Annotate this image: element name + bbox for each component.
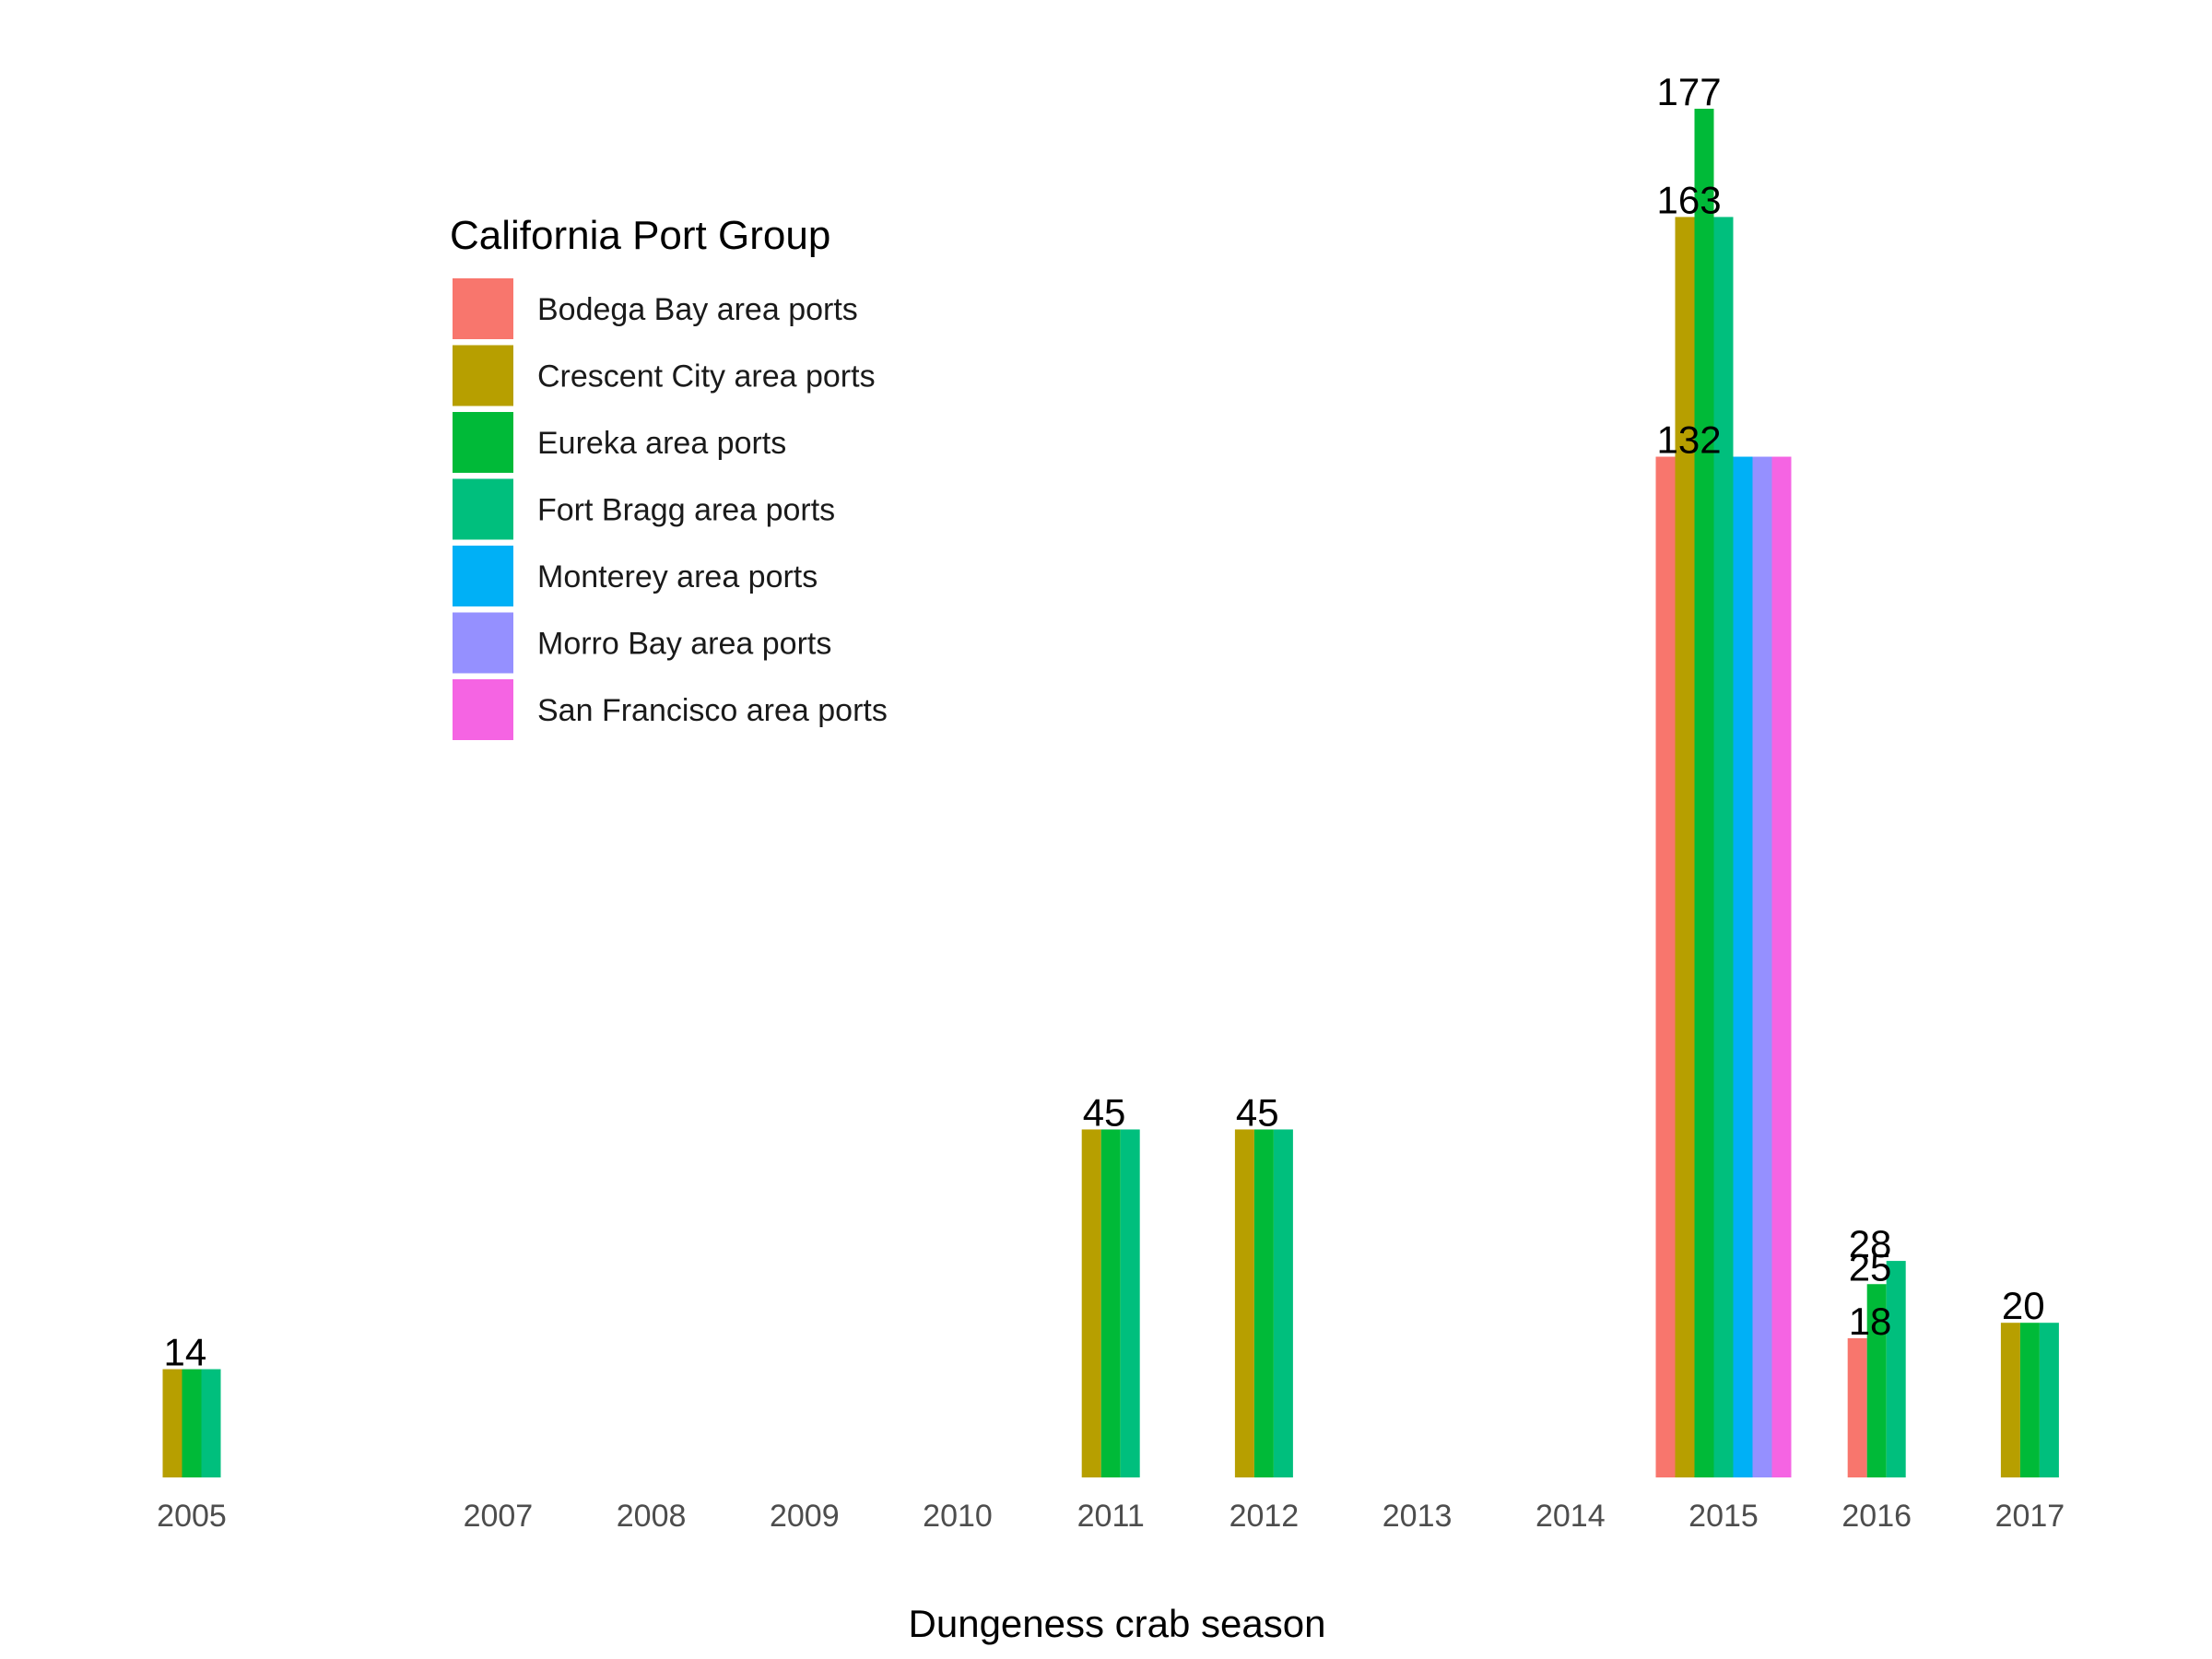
data-label-2005-14: 14 bbox=[164, 1331, 207, 1374]
legend-label-fort-bragg-area-ports: Fort Bragg area ports bbox=[537, 493, 835, 528]
bar-monterey-area-ports-2015 bbox=[1733, 456, 1753, 1477]
bars-layer bbox=[162, 108, 2059, 1478]
x-tick-label-2009: 2009 bbox=[770, 1499, 840, 1534]
bar-eureka-area-ports-2015 bbox=[1694, 108, 1714, 1478]
legend-label-san-francisco-area-ports: San Francisco area ports bbox=[537, 693, 888, 728]
data-label-2015-163: 163 bbox=[1657, 178, 1722, 221]
data-label-2017-20: 20 bbox=[2002, 1284, 2045, 1327]
legend-label-morro-bay-area-ports: Morro Bay area ports bbox=[537, 627, 831, 662]
legend-key-eureka-area-ports bbox=[453, 412, 513, 473]
x-tick-label-2015: 2015 bbox=[1688, 1499, 1759, 1534]
legend-label-eureka-area-ports: Eureka area ports bbox=[537, 426, 786, 461]
data-label-2012-45: 45 bbox=[1236, 1091, 1279, 1135]
legend-label-crescent-city-area-ports: Crescent City area ports bbox=[537, 359, 876, 394]
bar-eureka-area-ports-2012 bbox=[1253, 1129, 1274, 1477]
bar-eureka-area-ports-2017 bbox=[2019, 1323, 2040, 1477]
bar-crescent-city-area-ports-2017 bbox=[2000, 1323, 2020, 1477]
data-label-2016-25: 25 bbox=[1849, 1245, 1892, 1288]
data-label-2016-18: 18 bbox=[1849, 1300, 1892, 1343]
bar-morro-bay-area-ports-2015 bbox=[1752, 456, 1772, 1477]
bar-fort-bragg-area-ports-2017 bbox=[2039, 1323, 2059, 1477]
legend-key-fort-bragg-area-ports bbox=[453, 478, 513, 540]
bar-fort-bragg-area-ports-2015 bbox=[1713, 217, 1734, 1478]
x-axis-title: Dungeness crab season bbox=[909, 1602, 1326, 1645]
x-tick-label-2016: 2016 bbox=[1841, 1499, 1912, 1534]
legend-key-crescent-city-area-ports bbox=[453, 345, 513, 406]
bar-crescent-city-area-ports-2015 bbox=[1675, 217, 1695, 1478]
x-tick-label-2012: 2012 bbox=[1230, 1499, 1300, 1534]
bar-crescent-city-area-ports-2011 bbox=[1081, 1129, 1101, 1477]
legend: California Port Group Bodega Bay area po… bbox=[450, 213, 888, 740]
legend-key-morro-bay-area-ports bbox=[453, 612, 513, 674]
bar-fort-bragg-area-ports-2012 bbox=[1273, 1129, 1293, 1477]
bar-eureka-area-ports-2016 bbox=[1866, 1284, 1887, 1477]
bar-fort-bragg-area-ports-2011 bbox=[1120, 1129, 1140, 1477]
legend-items: Bodega Bay area ports Crescent City area … bbox=[453, 278, 888, 740]
bar-bodega-bay-area-ports-2015 bbox=[1655, 456, 1676, 1477]
x-axis-ticks: 2005 2007 2008 2009 2010 2011 2012 2013 2014 2015… bbox=[157, 1499, 2065, 1534]
bar-fort-bragg-area-ports-2016 bbox=[1886, 1261, 1906, 1477]
bar-bodega-bay-area-ports-2016 bbox=[1847, 1337, 1867, 1477]
x-tick-label-2017: 2017 bbox=[1995, 1499, 2065, 1534]
legend-label-monterey-area-ports: Monterey area ports bbox=[537, 559, 818, 594]
x-tick-label-2005: 2005 bbox=[157, 1499, 227, 1534]
bar-eureka-area-ports-2005 bbox=[182, 1369, 202, 1477]
data-label-2011-45: 45 bbox=[1083, 1091, 1126, 1135]
legend-key-monterey-area-ports bbox=[453, 546, 513, 606]
data-label-2016-28: 28 bbox=[1849, 1222, 1892, 1265]
bar-san-francisco-area-ports-2015 bbox=[1771, 456, 1792, 1477]
bar-eureka-area-ports-2011 bbox=[1100, 1129, 1121, 1477]
data-label-2015-177: 177 bbox=[1657, 70, 1722, 113]
x-tick-label-2014: 2014 bbox=[1535, 1499, 1606, 1534]
bar-fort-bragg-area-ports-2005 bbox=[201, 1369, 221, 1477]
x-tick-label-2013: 2013 bbox=[1382, 1499, 1453, 1534]
x-tick-label-2011: 2011 bbox=[1077, 1499, 1145, 1534]
bar-crescent-city-area-ports-2012 bbox=[1234, 1129, 1254, 1477]
x-tick-label-2010: 2010 bbox=[923, 1499, 993, 1534]
legend-title: California Port Group bbox=[450, 213, 830, 258]
x-tick-label-2007: 2007 bbox=[464, 1499, 534, 1534]
legend-key-bodega-bay-area-ports bbox=[453, 278, 513, 339]
data-label-2015-132: 132 bbox=[1657, 418, 1722, 462]
legend-label-bodega-bay-area-ports: Bodega Bay area ports bbox=[537, 292, 858, 327]
bar-crescent-city-area-ports-2005 bbox=[162, 1369, 182, 1477]
legend-key-san-francisco-area-ports bbox=[453, 679, 513, 740]
x-tick-label-2008: 2008 bbox=[617, 1499, 687, 1534]
